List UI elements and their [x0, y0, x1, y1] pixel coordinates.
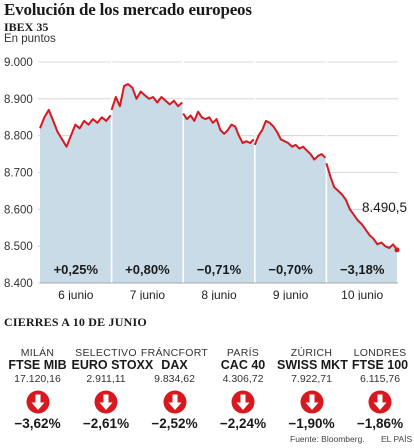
market-index: FTSE 100	[351, 358, 409, 372]
index-name: IBEX 35	[4, 20, 49, 34]
credit-note: EL PAÍS	[381, 434, 413, 444]
unit-label: En puntos	[4, 33, 56, 45]
arrow-shape	[236, 394, 250, 410]
markets-row: MILÁN FTSE MIB 17.120,16 −3,62% SELECTIV…	[0, 347, 414, 431]
market-change: −1,86%	[356, 416, 404, 431]
day-change-label: +0,25%	[54, 262, 99, 277]
y-tick-label: 8.600	[4, 204, 33, 216]
market-value: 4.306,72	[222, 373, 264, 385]
chart-title: Evolución de los mercado europeos	[4, 0, 252, 19]
arrow-shape	[373, 394, 387, 410]
arrow-shape	[99, 394, 113, 410]
market-city: LONDRES	[353, 347, 407, 359]
market-value: 6.115,76	[359, 373, 401, 385]
market-item: ZÚRICH SWISS MKT 7.922,71 −1,90%	[277, 347, 348, 431]
down-arrow-icon	[163, 390, 186, 414]
series-line	[39, 108, 112, 148]
market-city: MILÁN	[20, 347, 55, 359]
series-area	[40, 84, 397, 283]
down-arrow-icon	[26, 390, 49, 414]
market-item: SELECTIVO EURO STOXX 2.911,11 −2,61%	[71, 347, 154, 431]
market-value: 7.922,71	[291, 373, 332, 385]
section-title: CIERRES A 10 DE JUNIO	[4, 315, 147, 329]
day-change-label: +0,80%	[125, 262, 170, 277]
x-tick-label: 6 junio	[58, 288, 94, 300]
down-arrow-icon	[231, 390, 255, 414]
x-tick-label: 10 junio	[341, 288, 383, 300]
market-item: PARÍS CAC 40 4.306,72 −2,24%	[209, 347, 278, 431]
market-item: FRÁNCFORT DAX 9.834,62 −2,52%	[140, 347, 209, 431]
down-arrow-icon	[368, 390, 392, 414]
series-line	[110, 83, 183, 111]
market-index: FTSE MIB	[8, 358, 67, 372]
x-tick-label: 8 junio	[201, 288, 237, 300]
arrow-shape	[168, 394, 181, 410]
market-index: DAX	[161, 358, 188, 372]
y-tick-label: 8.400	[4, 278, 33, 290]
arrow-shape	[305, 394, 318, 410]
day-change-label: −0,70%	[268, 262, 313, 277]
market-city: FRÁNCFORT	[140, 347, 209, 359]
down-arrow-icon	[300, 390, 323, 414]
market-value: 17.120,16	[14, 373, 61, 385]
x-tick-label: 7 junio	[130, 288, 166, 300]
market-index: CAC 40	[220, 358, 266, 372]
source-note: Fuente: Bloomberg.	[290, 434, 365, 444]
market-value: 9.834,62	[154, 373, 195, 385]
market-change: −2,24%	[219, 416, 267, 431]
last-value-marker	[394, 247, 400, 253]
market-change: −3,62%	[14, 416, 61, 431]
market-city: PARÍS	[226, 347, 260, 359]
arrow-shape	[31, 394, 44, 410]
series-line	[325, 163, 398, 251]
day-change-label: −3,18%	[340, 262, 385, 277]
down-arrow-icon	[94, 390, 118, 414]
day-change-label: −0,71%	[197, 262, 242, 277]
y-tick-label: 8.900	[4, 94, 33, 106]
market-change: −2,61%	[82, 416, 130, 431]
market-city: SELECTIVO	[75, 347, 137, 359]
market-item: LONDRES FTSE 100 6.115,76 −1,86%	[346, 347, 414, 431]
market-index: EURO STOXX	[71, 358, 154, 372]
series-line	[253, 119, 327, 161]
last-value-label: 8.490,5	[362, 200, 407, 215]
x-tick-label: 9 junio	[273, 288, 309, 300]
market-index: SWISS MKT	[277, 358, 348, 372]
market-item: MILÁN FTSE MIB 17.120,16 −3,62%	[3, 347, 72, 431]
ibex-chart: 9.000 8.900 8.800 8.700 8.600 8.500 8.400 +0,25…	[4, 57, 407, 300]
y-tick-label: 8.500	[4, 241, 33, 253]
market-city: ZÚRICH	[290, 347, 333, 359]
market-value: 2.911,11	[86, 373, 126, 385]
series-line	[182, 110, 255, 144]
y-tick-label: 8.800	[4, 131, 33, 143]
y-tick-label: 9.000	[4, 57, 33, 69]
market-change: −2,52%	[151, 416, 198, 431]
y-tick-label: 8.700	[4, 168, 33, 180]
market-change: −1,90%	[288, 416, 335, 431]
